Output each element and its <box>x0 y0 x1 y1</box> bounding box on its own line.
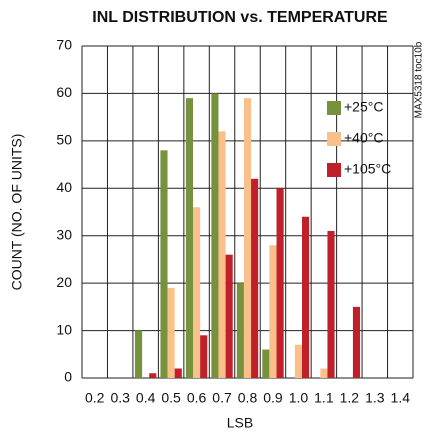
bar <box>236 283 244 378</box>
x-tick-label: 1.4 <box>391 390 411 406</box>
y-tick-label: 40 <box>56 179 72 195</box>
y-tick-label: 0 <box>64 369 72 385</box>
bar <box>193 207 201 378</box>
bar <box>160 150 168 378</box>
x-tick-label: 1.3 <box>365 390 385 406</box>
bar <box>294 344 302 378</box>
y-tick-label: 20 <box>56 274 72 290</box>
bar <box>185 98 194 379</box>
bar <box>149 373 157 378</box>
bar <box>251 178 259 378</box>
y-tick-label: 30 <box>56 226 72 242</box>
y-tick-label: 50 <box>56 132 72 148</box>
legend-swatch <box>327 163 341 177</box>
bar <box>243 98 252 379</box>
bar <box>174 368 182 378</box>
legend-swatch <box>327 101 341 115</box>
bar <box>276 188 284 378</box>
y-tick-label: 70 <box>56 37 72 53</box>
x-axis-label: LSB <box>227 415 253 431</box>
y-tick-label: 60 <box>56 84 72 100</box>
bar <box>200 335 208 378</box>
x-tick-label: 0.9 <box>263 390 283 406</box>
bar <box>269 245 277 378</box>
x-tick-label: 0.8 <box>238 390 258 406</box>
x-tick-label: 0.4 <box>136 390 156 406</box>
x-tick-label: 0.6 <box>187 390 207 406</box>
x-tick-label: 0.3 <box>110 390 130 406</box>
bar <box>320 368 328 378</box>
legend-label: +105°C <box>344 161 391 177</box>
legend-label: +25°C <box>344 99 383 115</box>
chart-title: INL DISTRIBUTION vs. TEMPERATURE <box>92 9 388 26</box>
bar <box>218 131 226 378</box>
x-tick-label: 0.5 <box>161 390 181 406</box>
y-axis-label: COUNT (NO. OF UNITS) <box>9 134 25 291</box>
x-tick-label: 0.7 <box>212 390 232 406</box>
x-tick-label: 1.2 <box>340 390 360 406</box>
bar <box>327 230 335 378</box>
x-tick-label: 1.0 <box>289 390 309 406</box>
bar <box>262 349 270 378</box>
bar <box>352 306 361 378</box>
annotation: MAX5318 toc10b <box>414 41 425 118</box>
x-tick-label: 1.1 <box>314 390 334 406</box>
x-tick-label: 0.2 <box>85 390 105 406</box>
bar <box>134 330 143 378</box>
bar <box>301 216 310 378</box>
bar <box>225 254 233 378</box>
legend-label: +40°C <box>344 130 383 146</box>
y-tick-label: 10 <box>56 321 72 337</box>
bar <box>167 287 175 378</box>
legend-swatch <box>327 132 341 146</box>
bar <box>211 93 219 378</box>
